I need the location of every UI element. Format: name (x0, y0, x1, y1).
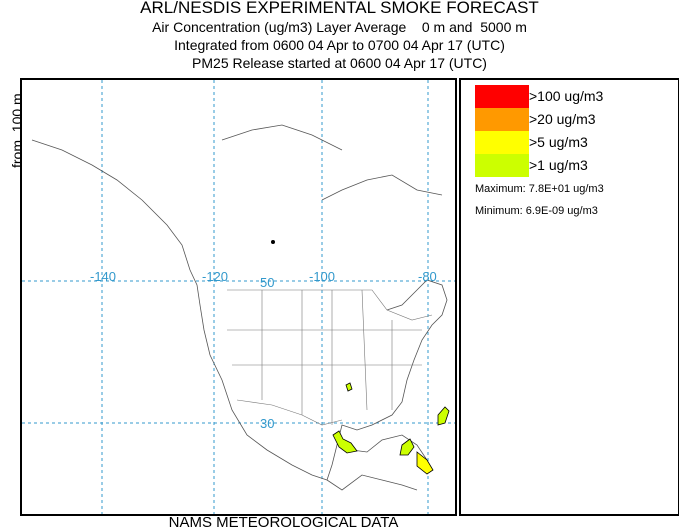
lat-label-30: 30 (260, 416, 275, 431)
us-canada-border (227, 289, 433, 321)
smoke-plumes (271, 240, 450, 475)
state-borders (227, 289, 422, 425)
subtitle-concentration: Air Concentration (ug/m3) Layer Average … (152, 19, 527, 35)
graticule (22, 80, 455, 514)
west-coast (31, 139, 448, 481)
central-america (326, 474, 418, 491)
maximum-value: Maximum: 7.8E+01 ug/m3 (475, 183, 604, 195)
legend-swatch-100 (475, 85, 529, 108)
lat-label-50: 50 (260, 275, 275, 290)
smoke-plume-texas (345, 382, 353, 392)
smoke-spot-north (271, 240, 275, 244)
subtitle-integration: Integrated from 0600 04 Apr to 0700 04 A… (174, 37, 505, 53)
legend-panel: >100 ug/m3 >20 ug/m3 >5 ug/m3 >1 ug/m3 M… (459, 78, 679, 516)
coastlines (31, 124, 448, 491)
map-panel: -140 -120 -100 -80 50 30 (20, 78, 457, 516)
data-source-label: NAMS METEOROLOGICAL DATA (168, 514, 399, 531)
lon-label-100: -100 (309, 269, 336, 284)
legend-label-1: >1 ug/m3 (529, 157, 588, 173)
us-mexico-border (236, 399, 343, 426)
legend-label-5: >5 ug/m3 (529, 134, 588, 150)
legend-label-20: >20 ug/m3 (529, 111, 596, 127)
smoke-plume-florida (437, 406, 450, 426)
smoke-plume-gulf (332, 430, 358, 454)
lon-label-120: -120 (202, 269, 229, 284)
lon-label-80: -80 (418, 269, 437, 284)
legend-label-100: >100 ug/m3 (529, 88, 604, 104)
minimum-value: Minimum: 6.9E-09 ug/m3 (475, 205, 598, 217)
smoke-plume-cuba (399, 438, 415, 456)
legend-swatch-5 (475, 131, 529, 154)
lon-label-140: -140 (90, 269, 117, 284)
gulf-coast (351, 434, 428, 461)
borders (227, 289, 433, 426)
arctic-coast (221, 124, 343, 151)
map-svg (22, 80, 455, 514)
legend-swatch-1 (475, 154, 529, 177)
legend-swatch-20 (475, 108, 529, 131)
hudson-bay (321, 174, 443, 201)
smoke-plume-caribbean (416, 451, 434, 475)
chart-title: ARL/NESDIS EXPERIMENTAL SMOKE FORECAST (140, 0, 539, 17)
subtitle-release: PM25 Release started at 0600 04 Apr 17 (… (192, 55, 487, 71)
